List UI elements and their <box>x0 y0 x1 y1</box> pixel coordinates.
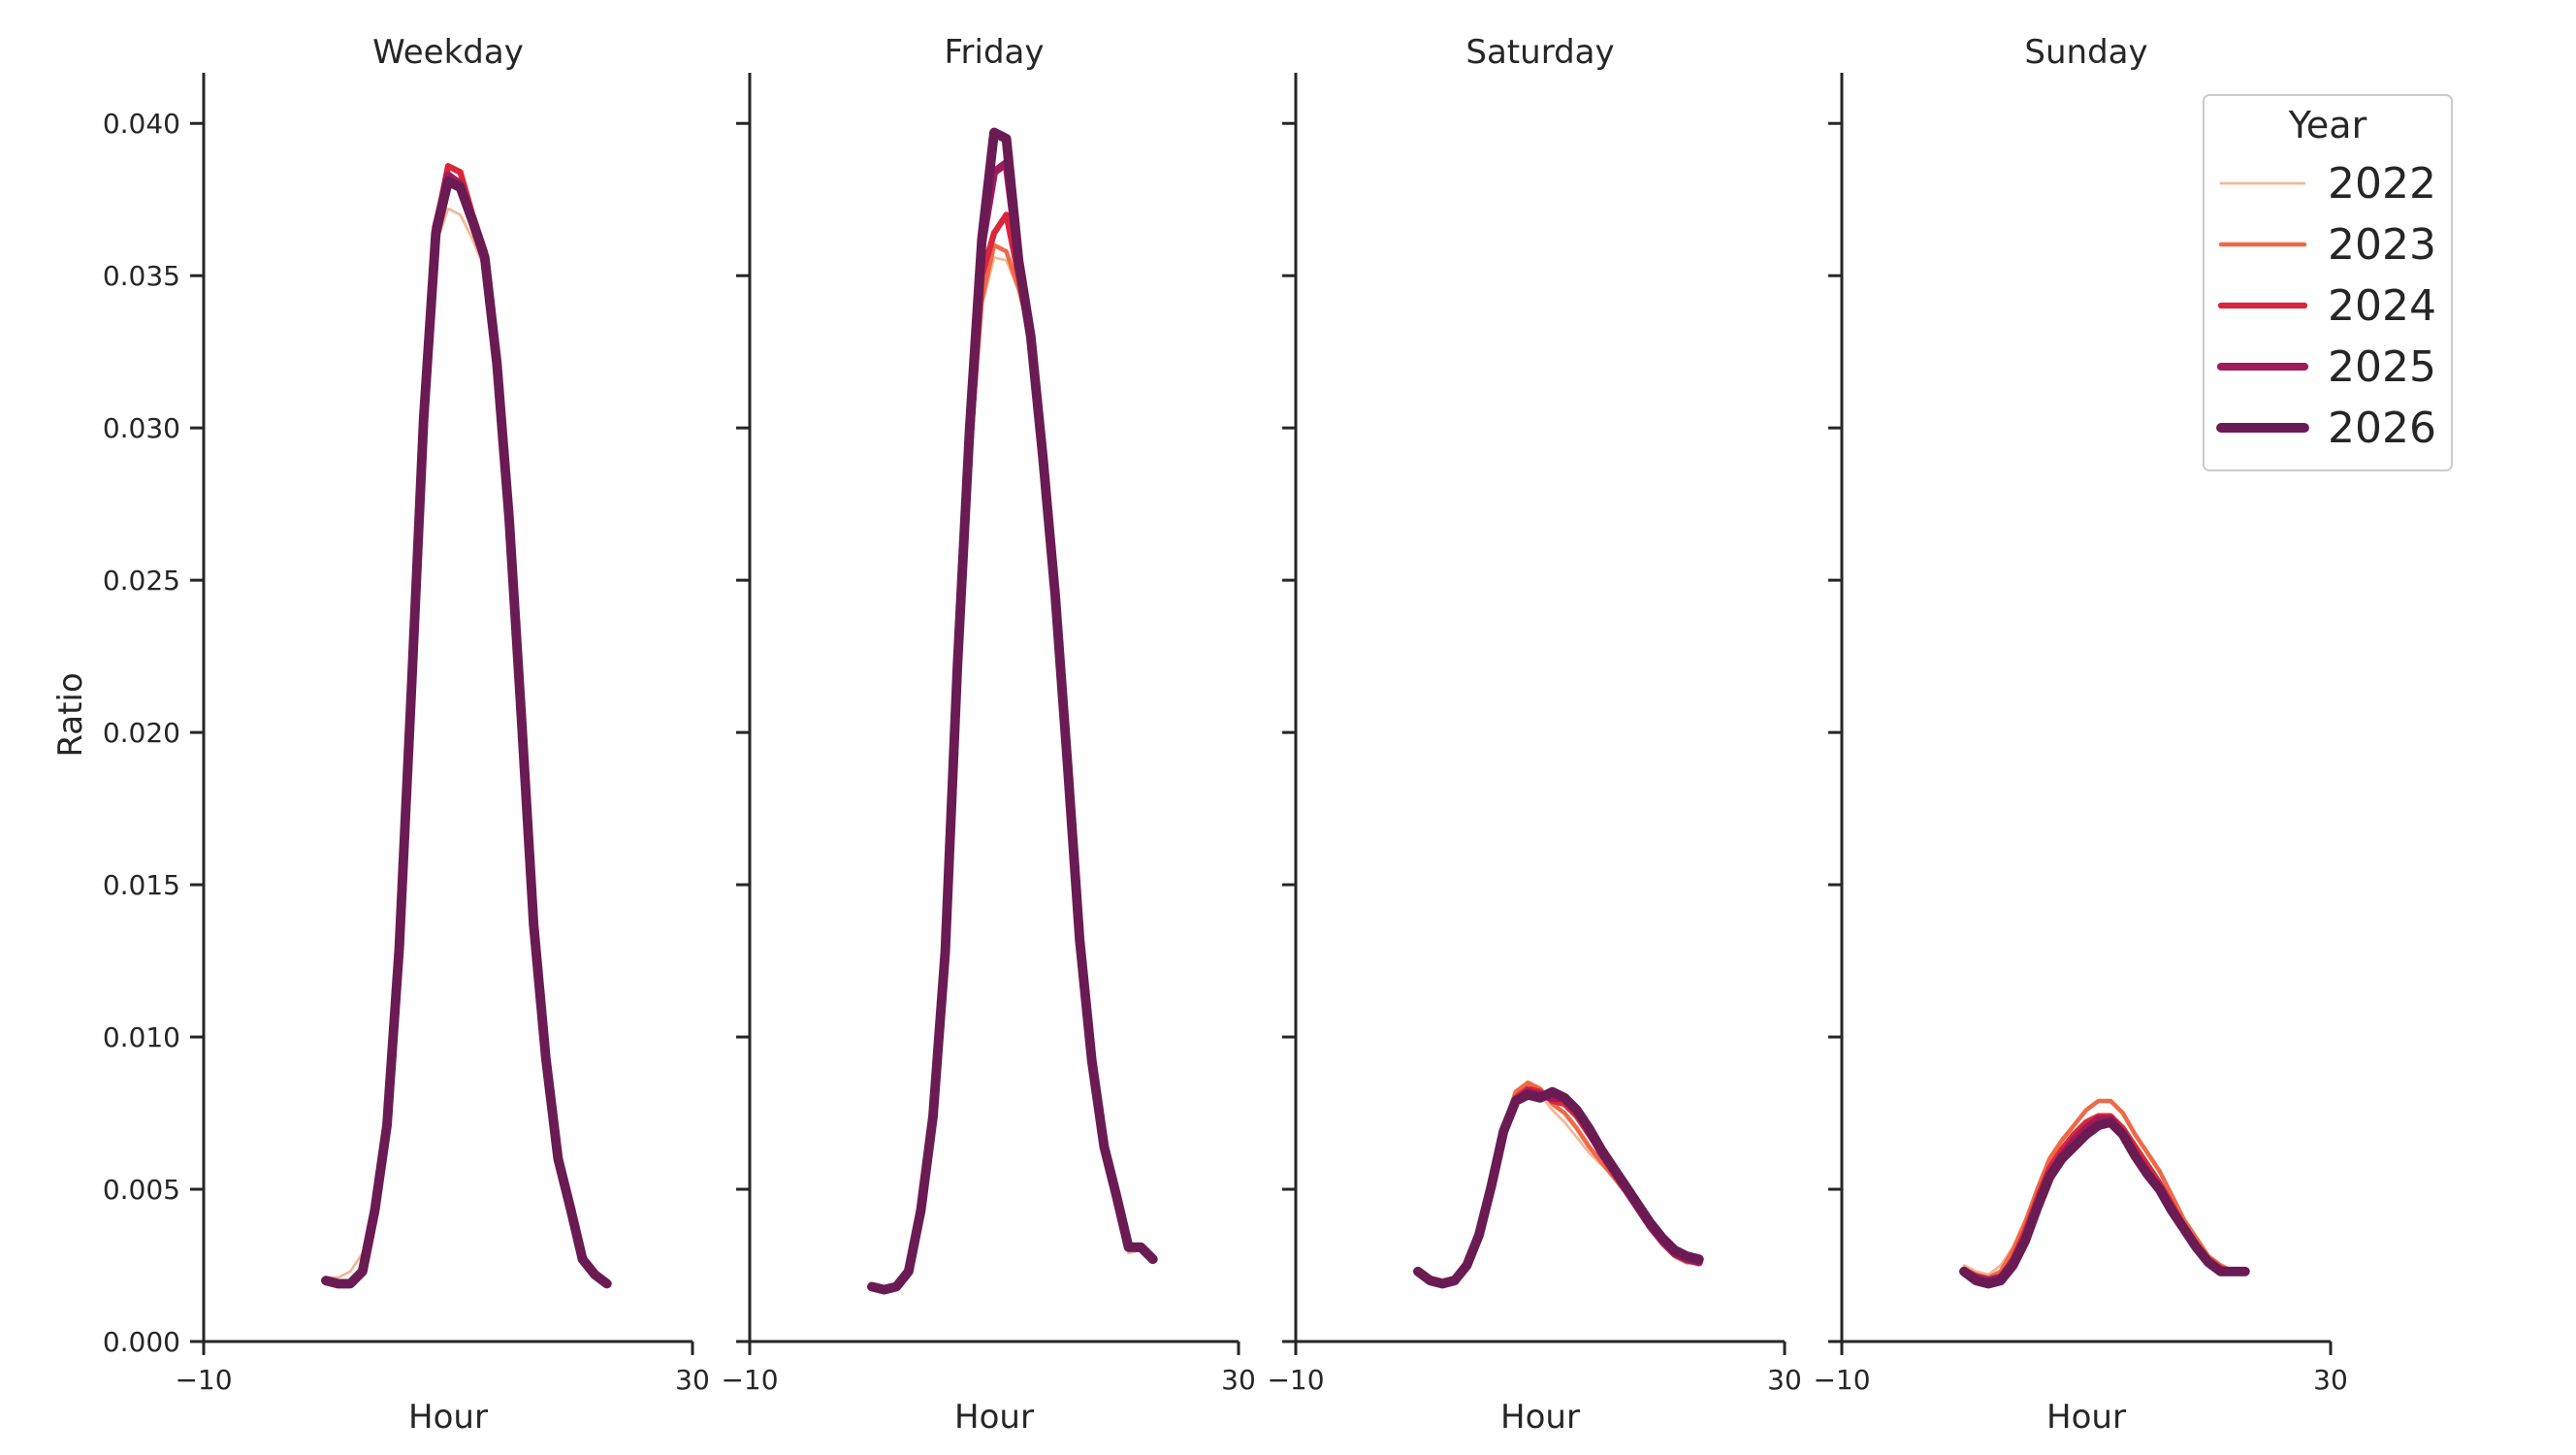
y-tick-label: 0.015 <box>103 869 180 901</box>
series-line-2023 <box>1961 1098 2248 1280</box>
series-line-2024 <box>868 211 1156 1293</box>
legend: Year 2022 2023 2024 2025 2026 <box>2203 94 2453 471</box>
x-tick-label: 30 <box>1221 1364 1256 1396</box>
series-line-2026 <box>867 127 1158 1295</box>
panel-title: Sunday <box>2024 33 2147 72</box>
series-line-2025 <box>867 158 1157 1294</box>
legend-label: 2025 <box>2328 342 2436 392</box>
y-tick-label: 0.040 <box>103 108 180 140</box>
legend-frame <box>2203 94 2453 471</box>
series-line-2026 <box>321 176 612 1289</box>
y-tick-label: 0.025 <box>103 565 180 597</box>
series-line-2023 <box>869 242 1156 1292</box>
y-tick-label: 0.020 <box>103 717 180 749</box>
x-tick-label: 30 <box>675 1364 710 1396</box>
series-line-2022 <box>870 256 1155 1288</box>
x-tick-label: −10 <box>1267 1364 1324 1396</box>
series-line-2024 <box>322 163 610 1287</box>
y-tick-label: 0.000 <box>103 1326 180 1358</box>
series-line-2023 <box>323 176 610 1286</box>
panel-sunday: Sunday −10 30 Hour <box>1813 33 2347 1437</box>
x-tick-label: −10 <box>1813 1364 1870 1396</box>
series-line-2022 <box>324 207 609 1285</box>
y-tick-label: 0.030 <box>103 412 180 444</box>
series-line-2026 <box>1959 1117 2250 1289</box>
x-axis-label: Hour <box>2046 1398 2126 1437</box>
panel-title: Friday <box>944 33 1044 72</box>
chart-panels: Weekday 0.000 0.005 0.010 0.015 0.020 0.025 0.0… <box>103 33 2348 1437</box>
panel-saturday: Saturday −10 30 Hour <box>1267 33 1801 1437</box>
x-axis-label: Hour <box>408 1398 488 1437</box>
panel-title: Saturday <box>1465 33 1614 72</box>
legend-label: 2023 <box>2328 220 2436 270</box>
x-tick-label: 30 <box>1767 1364 1802 1396</box>
legend-item-2022: 2022 <box>2219 159 2436 209</box>
legend-items: 2022 2023 2024 2025 2026 <box>2216 159 2436 453</box>
y-tick-label: 0.035 <box>103 260 180 292</box>
panel-weekday: Weekday 0.000 0.005 0.010 0.015 0.020 0.025 0.0… <box>103 33 710 1437</box>
legend-item-2024: 2024 <box>2217 281 2436 331</box>
panel-title: Weekday <box>372 33 524 72</box>
legend-label: 2026 <box>2328 404 2436 453</box>
legend-label: 2022 <box>2328 159 2436 209</box>
series-line-2026 <box>1413 1086 1704 1289</box>
series-line-2023 <box>1415 1080 1702 1283</box>
y-tick-label: 0.005 <box>103 1174 180 1206</box>
y-tick-label: 0.010 <box>103 1021 180 1053</box>
panel-friday: Friday −10 30 Hour <box>721 33 1255 1437</box>
legend-title: Year <box>2288 104 2367 146</box>
series-line-2025 <box>321 171 611 1288</box>
legend-item-2025: 2025 <box>2216 342 2436 392</box>
series-line-2025 <box>1413 1087 1703 1288</box>
x-axis-label: Hour <box>1500 1398 1580 1437</box>
series-line-2022 <box>1416 1087 1701 1282</box>
x-tick-label: −10 <box>721 1364 778 1396</box>
x-tick-label: 30 <box>2313 1364 2348 1396</box>
legend-item-2026: 2026 <box>2216 404 2436 453</box>
legend-item-2023: 2023 <box>2218 220 2436 270</box>
x-axis-label: Hour <box>954 1398 1034 1437</box>
y-axis-label: Ratio <box>51 672 90 757</box>
legend-label: 2024 <box>2328 281 2436 331</box>
x-tick-label: −10 <box>175 1364 232 1396</box>
